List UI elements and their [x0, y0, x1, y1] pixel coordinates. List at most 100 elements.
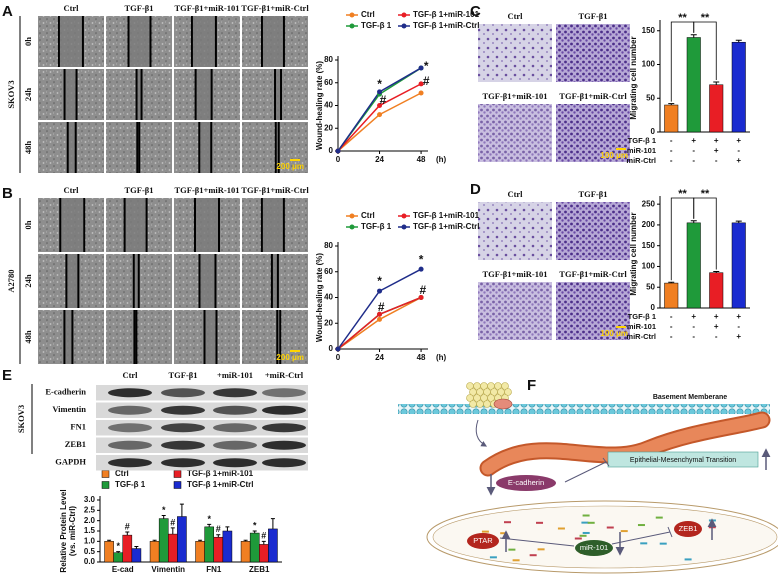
wound-gap	[261, 198, 284, 252]
x-unit: (h)	[436, 155, 447, 164]
wound-gap	[64, 310, 73, 364]
rna-fragment	[489, 556, 497, 559]
condition-sign: -	[692, 322, 695, 331]
image-label: TGF-β1+miR-101	[482, 91, 547, 101]
wound-gap	[191, 16, 216, 67]
transwell-image	[478, 104, 552, 162]
y-tick-label: 250	[642, 199, 656, 208]
transwell-image	[478, 24, 552, 82]
protein-label: GAPDH	[55, 457, 86, 467]
scale-bar	[616, 326, 626, 328]
image-label: TGF-β1+miR-Ctrl	[559, 91, 627, 101]
legend-swatch	[101, 470, 110, 478]
data-point	[377, 288, 383, 294]
condition-sign: -	[670, 332, 673, 341]
x-tick-label: 24	[375, 353, 384, 362]
significance-label: **	[678, 12, 687, 24]
wound-gap	[195, 69, 212, 120]
scale-label: 100 μm	[600, 329, 628, 338]
rna-fragment	[659, 542, 667, 545]
y-tick-label: 0	[329, 146, 334, 155]
rna-fragment	[508, 548, 516, 551]
significance-marker: #	[216, 524, 221, 534]
cell-line-label: SKOV3	[16, 405, 26, 433]
ptar-node	[467, 533, 499, 549]
legend-marker	[401, 213, 407, 219]
inhibit-line	[611, 526, 673, 545]
error-bar	[713, 270, 720, 273]
vessel-fill	[481, 413, 769, 475]
legend-label: TGF-β 1+miR-Ctrl	[413, 222, 479, 231]
legend-marker	[401, 12, 407, 18]
data-point	[418, 65, 424, 71]
data-point	[377, 112, 383, 118]
bar	[177, 516, 187, 563]
panel-letter: D	[470, 181, 481, 198]
significance-marker: *	[116, 541, 120, 551]
wound-gap	[124, 198, 147, 252]
y-tick-label: 50	[646, 282, 655, 291]
blot-band	[108, 405, 152, 415]
lane-label: TGF-β1	[168, 370, 197, 380]
blot-band	[262, 388, 306, 398]
significance-label: **	[701, 12, 710, 24]
condition-label: TGF-β 1	[628, 136, 656, 145]
y-tick-label: 40	[324, 101, 333, 110]
bar	[195, 541, 205, 563]
wound-gap	[64, 69, 77, 120]
legend-marker	[349, 213, 355, 219]
blot-band	[108, 423, 152, 433]
y-tick-label: 1.0	[84, 536, 96, 545]
condition-sign: +	[736, 156, 741, 165]
wound-gap	[136, 69, 142, 120]
significance-marker: #	[170, 517, 175, 527]
y-tick-label: 0.0	[84, 557, 96, 566]
ptar-label: PTAR	[473, 536, 493, 545]
significance-marker: *	[162, 505, 166, 515]
wound-gap	[128, 16, 151, 67]
significance-marker: #	[125, 521, 130, 531]
tumor-cell	[476, 400, 484, 408]
y-tick-label: 200	[642, 220, 656, 229]
bar	[249, 532, 260, 563]
bar	[664, 282, 679, 309]
error-bar	[668, 103, 675, 105]
data-point	[377, 316, 383, 322]
data-point	[377, 89, 383, 95]
rna-fragment	[579, 534, 587, 537]
bar	[113, 552, 124, 563]
rna-fragment	[587, 521, 595, 524]
legend-label: Ctrl	[361, 211, 375, 220]
error-bar	[261, 540, 266, 545]
blot-band	[262, 423, 306, 433]
transwell-image	[556, 24, 630, 82]
wound-gap	[67, 122, 76, 173]
rna-fragment	[640, 542, 648, 545]
wound-gap	[194, 198, 219, 252]
column-label: TGF-β1	[124, 185, 153, 195]
condition-sign: +	[714, 322, 719, 331]
rna-fragment	[557, 527, 565, 530]
data-point	[418, 81, 424, 87]
x-tick-label: E-cad	[112, 565, 134, 574]
significance-marker: *	[207, 514, 211, 524]
data-point	[418, 90, 424, 96]
row-label: 48h	[23, 141, 33, 155]
y-tick-label: 40	[324, 293, 333, 302]
cell-line-label: SKOV3	[6, 80, 16, 108]
panel-letter: C	[470, 3, 481, 20]
wound-gap	[66, 254, 79, 308]
data-point	[335, 346, 341, 352]
tumor-cell	[501, 382, 509, 390]
y-tick-label: 2.0	[84, 516, 96, 525]
significance-bracket	[693, 197, 717, 270]
wound-gap	[199, 254, 216, 308]
ecadherin-label: E-cadherin	[508, 478, 544, 487]
significance-bracket	[693, 21, 717, 81]
blot-band	[161, 388, 205, 398]
scale-label: 200 μm	[276, 353, 304, 362]
error-bar	[107, 539, 112, 542]
lane-label: Ctrl	[122, 370, 138, 380]
condition-sign: +	[736, 136, 741, 145]
blot-band	[213, 405, 257, 415]
